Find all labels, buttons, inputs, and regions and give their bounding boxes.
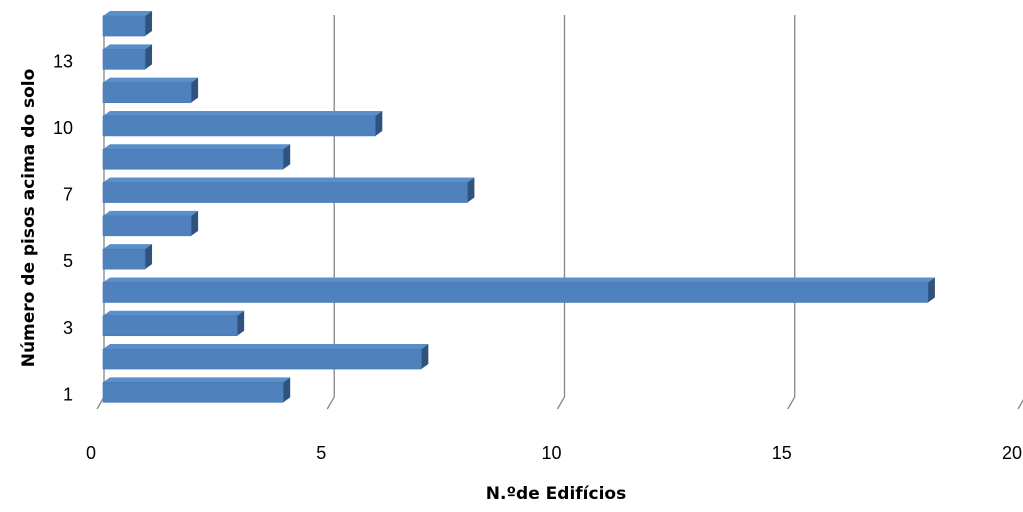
bar: [102, 277, 935, 303]
bar: [102, 244, 153, 270]
x-tick-label: 5: [316, 443, 326, 463]
x-axis-title: N.ºde Edifícios: [486, 484, 626, 504]
x-tick-label: 10: [541, 443, 561, 463]
bars: [102, 11, 935, 403]
x-tick-label: 15: [772, 443, 792, 463]
y-tick-label: 13: [53, 51, 73, 71]
bar: [102, 77, 199, 103]
bar: [102, 310, 245, 337]
bar: [102, 44, 153, 70]
bar: [102, 144, 291, 170]
y-tick-label: 3: [63, 318, 73, 338]
y-tick-label: 5: [63, 251, 73, 271]
gridline: [1017, 399, 1023, 410]
y-tick-label: 1: [63, 384, 73, 404]
bar: [102, 177, 475, 203]
bar: [102, 11, 153, 37]
x-tick-label: 20: [1002, 443, 1022, 463]
bar: [102, 210, 199, 237]
bar: [102, 110, 383, 137]
x-tick-label: 0: [86, 443, 96, 463]
x-tick-labels: 0 5 10 15 20: [86, 443, 1022, 463]
gridline: [787, 15, 796, 410]
bar: [102, 344, 429, 370]
bar: [102, 377, 291, 403]
gridline: [326, 15, 335, 410]
y-tick-label: 7: [63, 185, 73, 205]
y-axis-title: Número de pisos acima do solo: [19, 69, 39, 368]
y-tick-label: 10: [53, 118, 73, 138]
gridline: [556, 15, 566, 410]
